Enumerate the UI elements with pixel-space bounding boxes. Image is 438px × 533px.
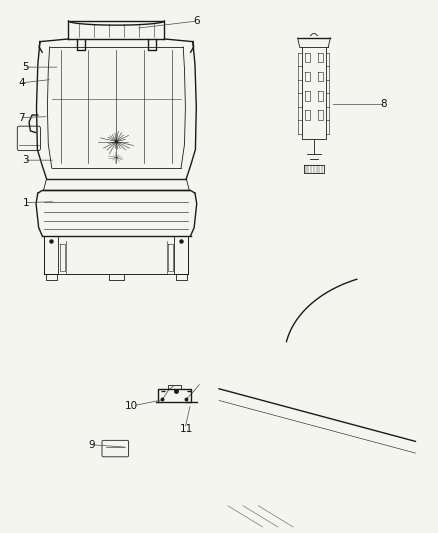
Text: 9: 9 [88,440,95,450]
Text: 11: 11 [180,424,193,434]
Text: 4: 4 [18,78,25,88]
Text: 3: 3 [22,155,29,165]
Text: 1: 1 [22,198,29,208]
Text: 6: 6 [193,16,199,26]
Text: 5: 5 [22,62,29,72]
Text: 8: 8 [381,99,387,109]
Text: 7: 7 [18,112,25,123]
Text: 10: 10 [125,401,138,411]
